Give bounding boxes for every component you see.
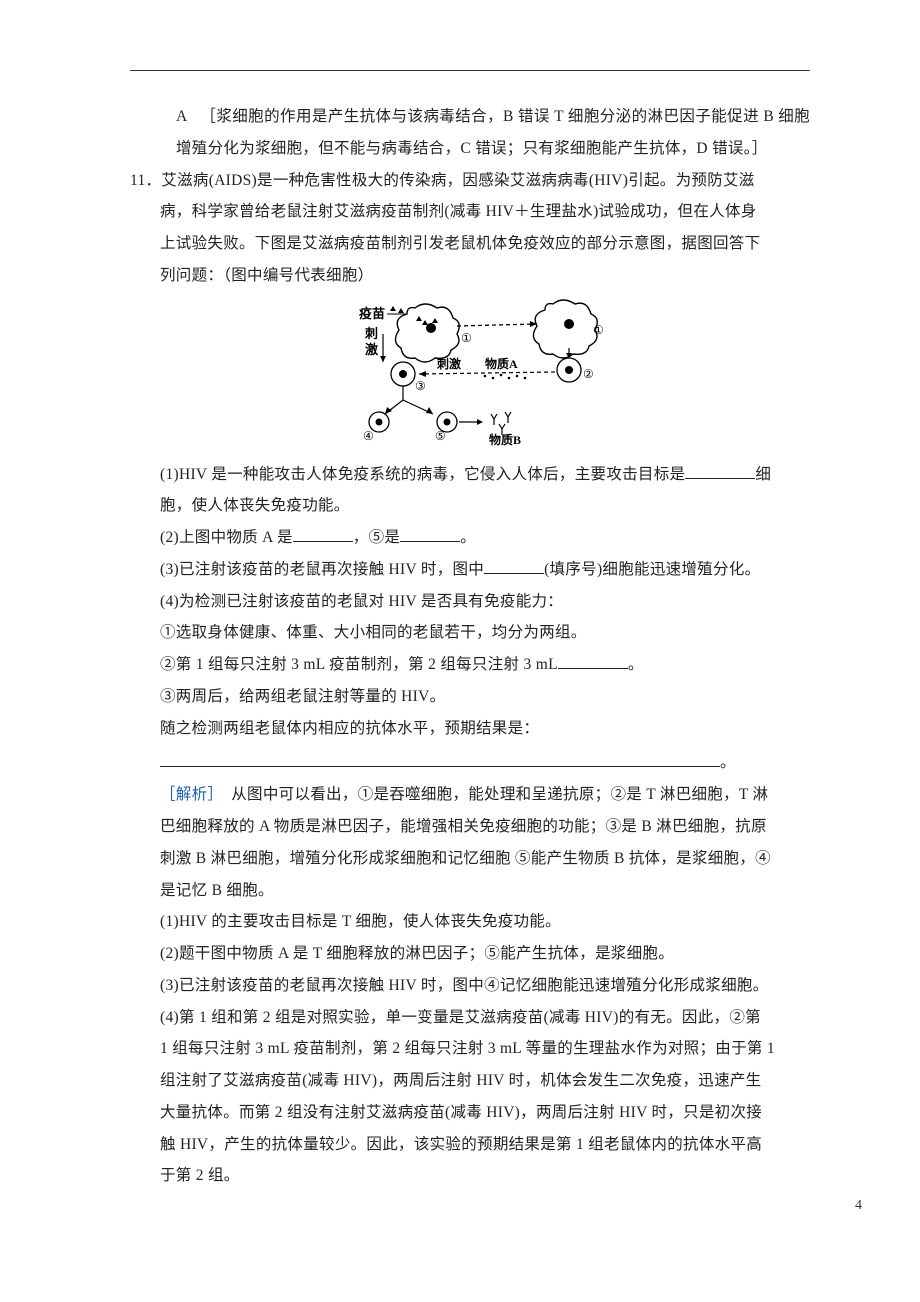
antibody-icons <box>491 412 511 435</box>
s2b: ，⑤是 <box>353 529 400 546</box>
analysis-1: ［解析］ 从图中可以看出，①是吞噬细胞，能处理和呈递抗原；②是 T 淋巴细胞，T… <box>130 779 810 811</box>
q-text-1: 艾滋病(AIDS)是一种危害性极大的传染病，因感染艾滋病病毒(HIV)引起。为预… <box>161 172 754 189</box>
sub-2: (2)上图中物质 A 是 ，⑤是 。 <box>130 522 810 554</box>
diagram: 疫苗 刺 激 刺激 物质A <box>130 296 810 451</box>
arrow-process <box>457 324 537 326</box>
immune-diagram-svg: 疫苗 刺 激 刺激 物质A <box>315 296 625 446</box>
s4-end: 。 <box>720 754 736 771</box>
n1: ① <box>461 331 472 345</box>
label-stim2: 刺激 <box>436 356 461 371</box>
blank-3 <box>484 557 544 574</box>
s2a: (2)上图中物质 A 是 <box>160 529 293 546</box>
ap5e: 触 HIV，产生的抗体量较少。因此，该实验的预期结果是第 1 组老鼠体内的抗体水… <box>130 1129 810 1161</box>
dots-A <box>484 373 527 379</box>
sub-4: (4)为检测已注射该疫苗的老鼠对 HIV 是否具有免疫能力： <box>130 586 810 618</box>
cell-1 <box>395 304 459 362</box>
sub-1: (1)HIV 是一种能攻击人体免疫系统的病毒，它侵入人体后，主要攻击目标是 细 <box>130 459 810 491</box>
q11-stem-4: 列问题：（图中编号代表细胞） <box>130 260 810 292</box>
blank-2a <box>293 526 353 543</box>
s4-2a: ②第 1 组每只注射 3 mL 疫苗制剂，第 2 组每只注射 3 mL <box>160 656 558 673</box>
n4: ④ <box>363 429 374 443</box>
label-stim-l: 刺 <box>365 326 378 341</box>
n5: ⑤ <box>435 429 446 443</box>
choice-answer: A ［浆细胞的作用是产生抗体与该病毒结合，B 错误 T 细胞分泌的淋巴因子能促进… <box>130 101 810 165</box>
s1a: (1)HIV 是一种能攻击人体免疫系统的病毒，它侵入人体后，主要攻击目标是 <box>160 466 685 483</box>
ap3: (2)题干图中物质 A 是 T 细胞释放的淋巴因子；⑤能产生抗体，是浆细胞。 <box>130 938 810 970</box>
ap5b: 1 组每只注射 3 mL 疫苗制剂，第 2 组每只注射 3 mL 等量的生理盐水… <box>130 1033 810 1065</box>
s3a: (3)已注射该疫苗的老鼠再次接触 HIV 时，图中 <box>160 561 484 578</box>
ap5a: (4)第 1 组和第 2 组是对照实验，单一变量是艾滋病疫苗(减毒 HIV)的有… <box>130 1002 810 1034</box>
cell-1-right <box>533 300 597 358</box>
ap1d: 是记忆 B 细胞。 <box>130 875 810 907</box>
ap1b: 巴细胞释放的 A 物质是淋巴因子，能增强相关免疫细胞的功能；③是 B 淋巴细胞，… <box>130 811 810 843</box>
page: A ［浆细胞的作用是产生抗体与该病毒结合，B 错误 T 细胞分泌的淋巴因子能促进… <box>0 0 920 1232</box>
blank-1 <box>685 462 755 479</box>
q11-stem-3: 上试验失败。下图是艾滋病疫苗制剂引发老鼠机体免疫效应的部分示意图，据图回答下 <box>130 228 810 260</box>
label-stim-r: 激 <box>365 342 379 357</box>
ap4: (3)已注射该疫苗的老鼠再次接触 HIV 时，图中④记忆细胞能迅速增殖分化形成浆… <box>130 970 810 1002</box>
s2c: 。 <box>460 529 476 546</box>
q-number: 11． <box>130 172 161 189</box>
sub-4-res: 随之检测两组老鼠体内相应的抗体水平，预期结果是： <box>130 713 810 745</box>
q11-stem-1: 11．艾滋病(AIDS)是一种危害性极大的传染病，因感染艾滋病病毒(HIV)引起… <box>160 165 810 197</box>
blank-4-2 <box>558 653 628 670</box>
ap5c: 组注射了艾滋病疫苗(减毒 HIV)，两周后注射 HIV 时，机体会发生二次免疫，… <box>130 1065 810 1097</box>
sub-4-2: ②第 1 组每只注射 3 mL 疫苗制剂，第 2 组每只注射 3 mL 。 <box>130 649 810 681</box>
s1b: 细 <box>755 466 771 483</box>
ap2: (1)HIV 的主要攻击目标是 T 细胞，使人体丧失免疫功能。 <box>130 906 810 938</box>
n2: ② <box>583 367 594 381</box>
n1b: ① <box>593 323 604 337</box>
q11-stem-2: 病，科学家曾给老鼠注射艾滋病疫苗制剂(减毒 HIV＋生理盐水)试验成功，但在人体… <box>130 196 810 228</box>
ap1: 从图中可以看出，①是吞噬细胞，能处理和呈递抗原；②是 T 淋巴细胞，T 淋 <box>215 786 768 803</box>
sub-4-3: ③两周后，给两组老鼠注射等量的 HIV。 <box>130 681 810 713</box>
answer-letter: A <box>176 108 188 125</box>
s3b: (填序号)细胞能迅速增殖分化。 <box>544 561 760 578</box>
sub-1c: 胞，使人体丧失免疫功能。 <box>130 490 810 522</box>
analysis-label: ［解析］ <box>160 786 215 803</box>
blank-2b <box>400 526 460 543</box>
answer-expl: ［浆细胞的作用是产生抗体与该病毒结合，B 错误 T 细胞分泌的淋巴因子能促进 B… <box>176 108 810 157</box>
sub-3: (3)已注射该疫苗的老鼠再次接触 HIV 时，图中 (填序号)细胞能迅速增殖分化。 <box>130 554 810 586</box>
ap5f: 于第 2 组。 <box>130 1160 810 1192</box>
label-vaccine: 疫苗 <box>359 306 385 321</box>
page-number: 4 <box>855 1198 862 1214</box>
label-matB: 物质B <box>489 432 521 446</box>
s4-2b: 。 <box>628 656 644 673</box>
sub-4-1: ①选取身体健康、体重、大小相同的老鼠若干，均分为两组。 <box>130 617 810 649</box>
ap5d: 大量抗体。而第 2 组没有注射艾滋病疫苗(减毒 HIV)，两周后注射 HIV 时… <box>130 1097 810 1129</box>
top-rule <box>130 70 810 71</box>
ap1c: 刺激 B 淋巴细胞，增殖分化形成浆细胞和记忆细胞 ⑤能产生物质 B 抗体，是浆细… <box>130 843 810 875</box>
n3: ③ <box>415 379 426 393</box>
label-matA: 物质A <box>485 356 518 371</box>
blank-result: 。 <box>130 744 810 779</box>
